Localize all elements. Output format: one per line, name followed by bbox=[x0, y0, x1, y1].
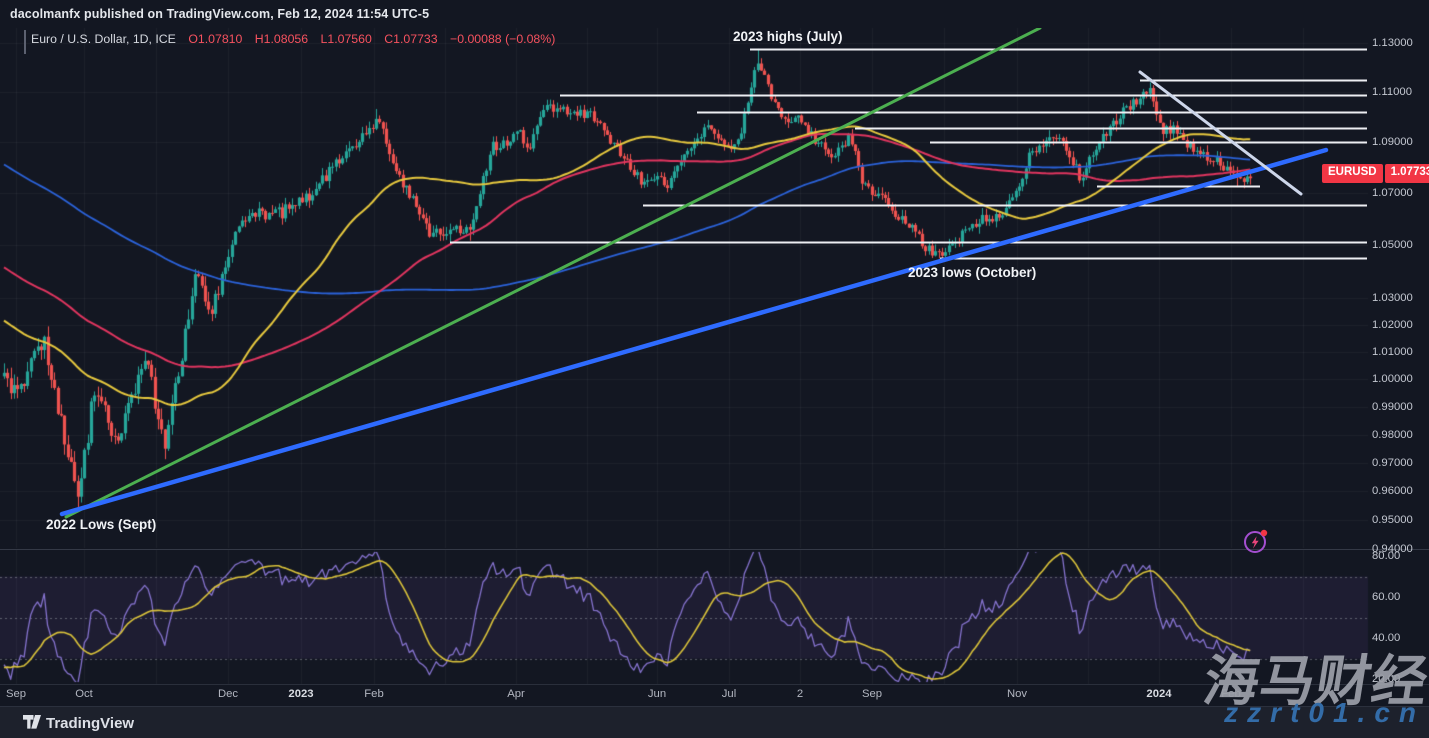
last-price-badge: EURUSD 1.07733 bbox=[1322, 164, 1429, 183]
price-axis-label: 0.97000 bbox=[1372, 456, 1413, 469]
price-axis-label: 1.03000 bbox=[1372, 291, 1413, 304]
price-axis-label: 1.01000 bbox=[1372, 345, 1413, 358]
price-axis-label: 1.13000 bbox=[1372, 37, 1413, 50]
tradingview-brand-link[interactable]: TradingView bbox=[46, 715, 135, 732]
time-axis-label: Nov bbox=[1006, 688, 1028, 700]
price-axis-label: 0.96000 bbox=[1372, 485, 1413, 498]
time-axis-label: Feb bbox=[364, 688, 384, 700]
time-axis-label: Jun bbox=[647, 688, 667, 700]
watermark-url: zzrt01.cn bbox=[1224, 697, 1425, 728]
flash-idea-button[interactable] bbox=[1242, 527, 1270, 555]
footer-bar: TradingView bbox=[0, 706, 1429, 738]
notification-dot bbox=[1260, 529, 1268, 537]
time-axis-border bbox=[0, 684, 1429, 685]
time-axis-label: Dec bbox=[217, 688, 239, 700]
time-axis-label: Feb bbox=[1221, 688, 1241, 700]
lightning-bolt-icon bbox=[1251, 536, 1259, 549]
time-axis-label: Oct bbox=[75, 688, 93, 700]
flash-circle-icon bbox=[1244, 531, 1266, 553]
price-axis-label: 0.98000 bbox=[1372, 428, 1413, 441]
pane-divider[interactable] bbox=[0, 549, 1429, 550]
time-axis-label: Jul bbox=[721, 688, 737, 700]
time-axis-label: 2 bbox=[796, 688, 804, 700]
time-axis-label: Sep bbox=[5, 688, 27, 700]
last-price-badge-value: 1.07733 bbox=[1384, 164, 1429, 183]
price-axis-label: 1.05000 bbox=[1372, 238, 1413, 251]
price-axis-label: 0.99000 bbox=[1372, 400, 1413, 413]
price-axis-label: 1.02000 bbox=[1372, 318, 1413, 331]
last-price-badge-symbol: EURUSD bbox=[1322, 164, 1383, 183]
tradingview-logo-icon[interactable] bbox=[23, 715, 41, 731]
price-axis-label: 1.00000 bbox=[1372, 373, 1413, 385]
time-axis-label: 2024 bbox=[1146, 688, 1172, 700]
price-axis-label: 1.09000 bbox=[1372, 136, 1413, 149]
price-axis-label: 1.11000 bbox=[1372, 86, 1412, 99]
time-axis-label: Apr bbox=[507, 688, 525, 700]
price-axis-label: 1.07000 bbox=[1372, 187, 1413, 199]
time-axis-label: Sep bbox=[861, 688, 883, 700]
time-axis-label: 2023 bbox=[288, 688, 314, 700]
price-axis-label: 0.94000 bbox=[1372, 543, 1413, 556]
price-axis-label: 0.95000 bbox=[1372, 514, 1413, 526]
